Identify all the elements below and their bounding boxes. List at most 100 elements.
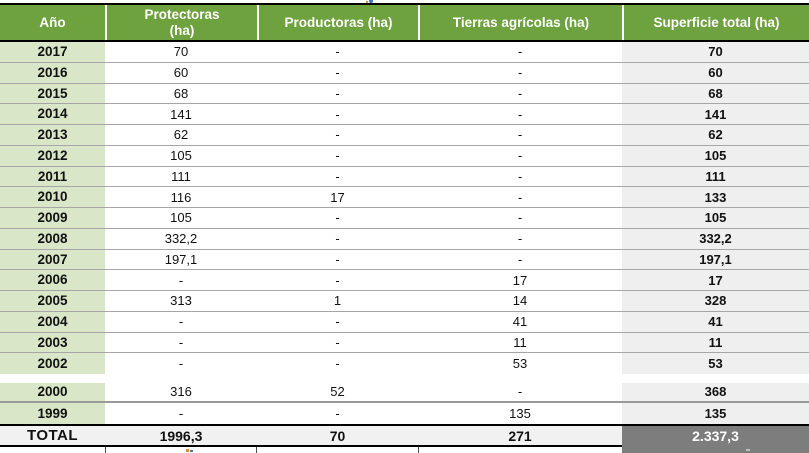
protectoras-cell: 105 (170, 148, 192, 164)
year-cell: 2007 (0, 249, 105, 270)
table-row: 2010 116 17 - 133 (0, 187, 809, 208)
year-cell: 2000 (0, 382, 105, 402)
year-cell: 2014 (0, 104, 105, 124)
tierras-cell: 17 (512, 272, 528, 288)
cutoff-caption-fragment (186, 449, 189, 452)
tierras-cell: 14 (512, 293, 528, 309)
tierras-cell: - (517, 65, 523, 81)
protectoras-cell: 111 (171, 168, 191, 184)
productoras-cell: - (335, 44, 340, 60)
spacer-row (0, 374, 809, 383)
superficie-cell: 68 (622, 83, 809, 104)
superficie-cell: 135 (622, 403, 809, 424)
productoras-cell: 52 (330, 384, 345, 400)
year-cell: 1999 (0, 403, 105, 424)
superficie-cell: 111 (622, 166, 809, 187)
grand-total-value: 2.337,3 (622, 426, 809, 445)
tierras-cell: - (517, 148, 523, 164)
year-cell: 2008 (0, 228, 105, 249)
total-protectoras: 1996,3 (159, 427, 203, 444)
header-tierras: Tierras agrícolas (ha) (418, 5, 622, 40)
tierras-cell: - (517, 127, 523, 143)
superficie-cell: 11 (622, 332, 809, 353)
grand-total-cell-extension (622, 444, 809, 453)
protectoras-cell: 105 (170, 210, 192, 226)
productoras-cell: - (335, 127, 340, 143)
cutoff-caption-fragment (746, 449, 750, 451)
superficie-cell: 70 (622, 42, 809, 62)
tierras-cell: - (517, 210, 523, 226)
productoras-cell: - (335, 334, 340, 350)
table-row: 2014 141 - - 141 (0, 104, 809, 125)
gridline-tick (256, 447, 257, 453)
tierras-cell: - (517, 231, 523, 247)
land-area-table: Año Protectoras (ha) Productoras (ha) Ti… (0, 3, 809, 447)
protectoras-cell: - (178, 406, 184, 422)
protectoras-cell: 313 (170, 293, 192, 309)
header-superficie: Superficie total (ha) (622, 5, 809, 40)
gridline-tick (105, 447, 106, 453)
tierras-cell: - (517, 189, 523, 205)
table-row: 2002 - - 53 53 (0, 353, 809, 374)
table-row: 2013 62 - - 62 (0, 125, 809, 146)
superficie-cell: 60 (622, 62, 809, 83)
protectoras-cell: 70 (173, 44, 189, 60)
table-row: 2012 105 - - 105 (0, 145, 809, 167)
year-cell: 2005 (0, 291, 105, 311)
protectoras-cell: 141 (170, 106, 192, 122)
productoras-cell: - (335, 65, 340, 81)
protectoras-cell: 332,2 (164, 231, 198, 247)
tierras-cell: - (517, 251, 523, 267)
productoras-cell: 1 (333, 293, 342, 309)
superficie-cell: 197,1 (622, 249, 809, 270)
productoras-cell: - (335, 272, 340, 288)
productoras-cell: - (335, 251, 340, 267)
protectoras-cell: - (178, 334, 184, 350)
header-protectoras: Protectoras (ha) (105, 5, 257, 40)
table-row: 2005 313 1 14 328 (0, 291, 809, 312)
total-tierras: 271 (508, 427, 532, 444)
year-cell: 2015 (0, 83, 105, 104)
productoras-cell: - (335, 314, 340, 330)
year-cell: 2006 (0, 270, 105, 290)
table-row: 2016 60 - - 60 (0, 62, 809, 84)
productoras-cell: - (335, 406, 340, 422)
table-header-row: Año Protectoras (ha) Productoras (ha) Ti… (0, 5, 809, 42)
table-row: 2004 - - 41 41 (0, 311, 809, 333)
table-row: 2011 111 - - 111 (0, 166, 809, 188)
year-cell: 2002 (0, 353, 105, 374)
table-row: 2015 68 - - 68 (0, 83, 809, 105)
protectoras-cell: 197,1 (164, 251, 198, 267)
table-body: 2017 70 - - 70 2016 60 - - 60 2015 68 - … (0, 42, 809, 424)
protectoras-cell: 60 (173, 65, 189, 81)
header-year: Año (39, 14, 66, 30)
protectoras-cell: 68 (173, 85, 189, 101)
superficie-cell: 41 (622, 311, 809, 332)
year-cell: 2017 (0, 42, 105, 62)
table-row: 1999 - - 135 135 (0, 403, 809, 424)
year-cell: 2004 (0, 311, 105, 332)
cutoff-title-fragment (366, 1, 368, 3)
tierras-cell: - (517, 85, 523, 101)
tierras-cell: - (517, 44, 523, 60)
productoras-cell: - (335, 106, 340, 122)
total-row: TOTAL 1996,3 70 271 2.337,3 (0, 424, 809, 447)
table-row: 2006 - - 17 17 (0, 270, 809, 291)
year-cell: 2010 (0, 187, 105, 207)
tierras-cell: - (517, 168, 523, 184)
year-cell: 2012 (0, 145, 105, 166)
productoras-cell: - (335, 231, 340, 247)
year-cell: 2011 (0, 166, 105, 187)
protectoras-cell: - (178, 314, 184, 330)
gridline-tick (418, 447, 419, 453)
productoras-cell: - (335, 85, 340, 101)
table-row: 2009 105 - - 105 (0, 208, 809, 229)
tierras-cell: - (517, 384, 523, 400)
protectoras-cell: 116 (170, 189, 192, 205)
year-cell: 2003 (0, 332, 105, 353)
year-cell: 2009 (0, 208, 105, 228)
year-cell: 2013 (0, 125, 105, 145)
table-row: 2008 332,2 - - 332,2 (0, 228, 809, 250)
superficie-cell: 368 (622, 382, 809, 402)
